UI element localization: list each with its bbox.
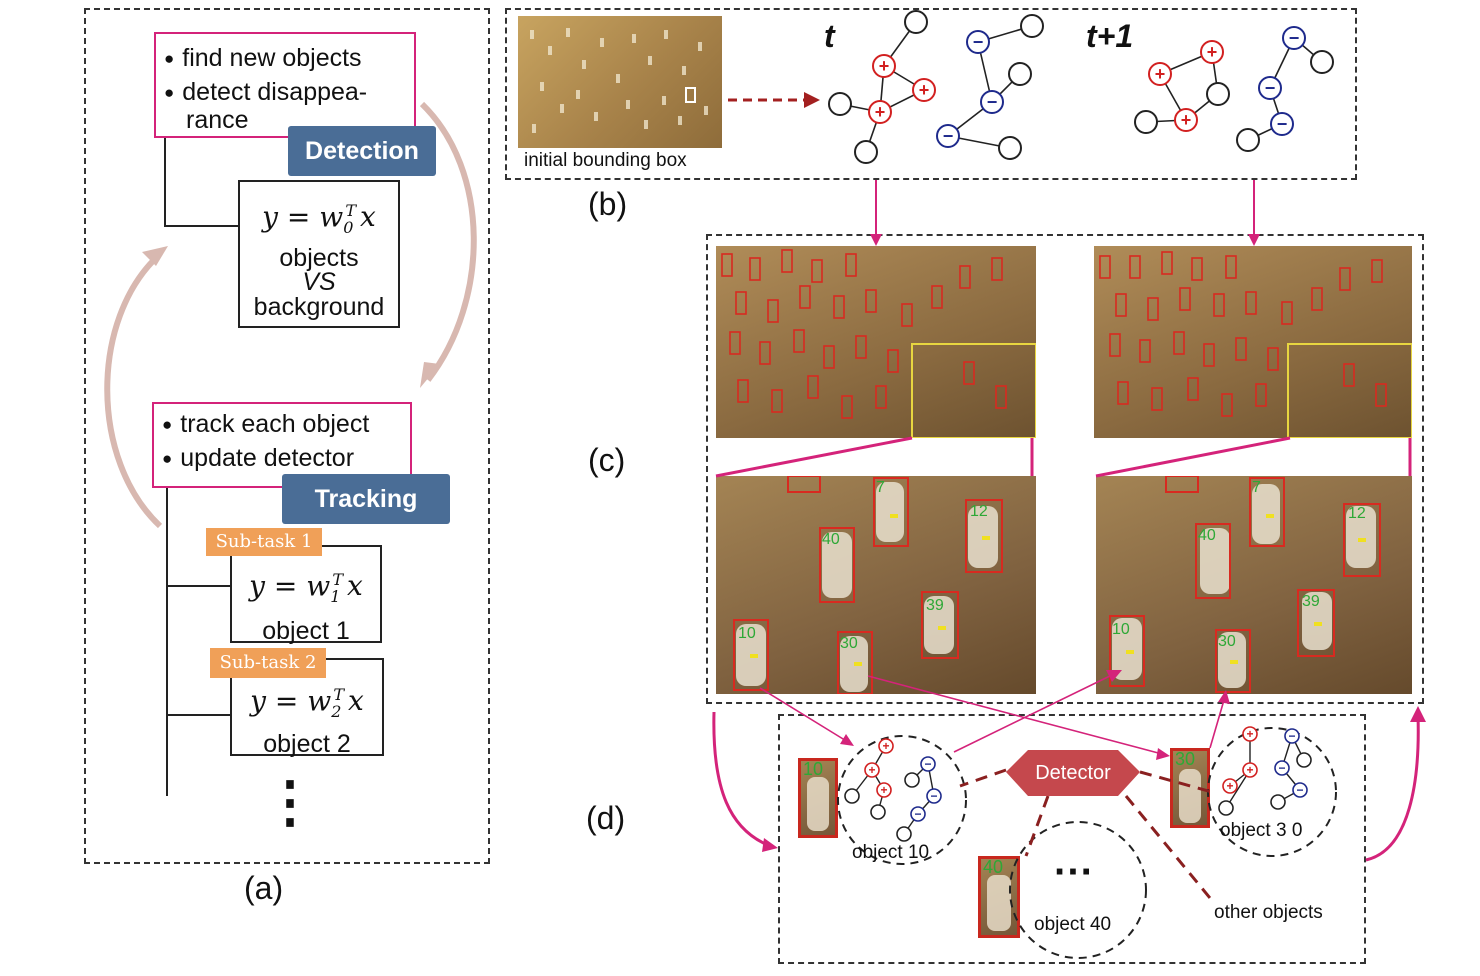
crop-t-zebras: 7 12 40 39 10 30 — [733, 476, 1003, 694]
bullet-find-new-objects: find new objects — [164, 44, 361, 73]
more-objects-ellipsis: ··· — [1054, 850, 1094, 894]
detector-desc-background: background — [253, 292, 385, 321]
detector-desc-objects: objects — [279, 243, 359, 272]
frame-t-overview — [716, 246, 1036, 438]
svg-text:+: + — [882, 739, 889, 753]
svg-text:−: − — [973, 32, 984, 52]
crop-t1-id-7: 7 — [1252, 479, 1261, 496]
crop-t1-id-40: 40 — [1198, 527, 1216, 544]
svg-text:−: − — [1278, 761, 1285, 775]
tracking-label: Tracking — [282, 474, 450, 524]
zebra-thumb-40-id: 40 — [983, 857, 1004, 877]
detection-bullet-box: find new objects detect disappea- rance — [154, 32, 416, 138]
crop-t1-ids: 7 12 40 39 10 30 — [1112, 479, 1366, 650]
zebra-thumb-30-id: 30 — [1175, 749, 1196, 769]
svg-text:−: − — [987, 92, 998, 112]
init-arrow — [728, 92, 820, 108]
svg-text:−: − — [943, 126, 954, 146]
frame-t-boxes — [721, 249, 1036, 438]
svg-text:+: + — [919, 80, 930, 100]
svg-text:+: + — [880, 783, 887, 797]
crop-t1-id-10: 10 — [1112, 621, 1130, 638]
subtask-1-equation: y = w1T x — [249, 569, 363, 606]
crop-t-ids: 7 12 40 39 10 30 — [738, 479, 988, 652]
panel-b-caption: (b) — [588, 186, 628, 222]
bullet-update-detector: update detector — [162, 444, 354, 473]
frame-t1-overview — [1094, 246, 1412, 438]
crop-t: 7 12 40 39 10 30 — [716, 476, 1036, 694]
detection-label: Detection — [288, 126, 436, 176]
bullet-detect-disappearance-cont: rance — [186, 106, 249, 134]
zebra-thumb-10-id: 10 — [803, 759, 824, 779]
svg-text:−: − — [924, 757, 931, 771]
time-t-label: t — [824, 18, 835, 54]
crop-t-id-40: 40 — [822, 531, 840, 548]
panel-a-caption: (a) — [244, 870, 284, 906]
detector-equation: y = w0T x — [262, 200, 376, 237]
svg-text:−: − — [1277, 114, 1288, 134]
crop-t1: 7 12 40 39 10 30 — [1096, 476, 1412, 694]
zebra-thumb-30: 30 — [1170, 748, 1210, 828]
svg-text:+: + — [879, 56, 890, 76]
svg-text:−: − — [1289, 28, 1300, 48]
crop-t-id-30: 30 — [840, 635, 858, 652]
panel-d-caption: (d) — [586, 800, 626, 836]
frame-t1-boxes — [1099, 251, 1412, 438]
initial-bounding-box-caption: initial bounding box — [524, 150, 687, 171]
panel-b-frame — [505, 8, 1357, 180]
subtask-1-block: y = w1T x object 1 — [230, 545, 382, 645]
crop-t1-id-39: 39 — [1302, 593, 1320, 610]
detector-label: Detector — [1035, 762, 1111, 784]
svg-text:+: + — [868, 763, 875, 777]
object-30-label: object 3 0 — [1220, 820, 1303, 841]
bullet-track-each-object: track each object — [162, 410, 369, 439]
panel-a-frame — [84, 8, 490, 864]
panel-c-caption: (c) — [588, 442, 626, 478]
zebra-thumb-10: 10 — [798, 758, 838, 838]
detector-desc-vs: VS — [302, 267, 336, 296]
graph-structures: +++ −−− +++ −−− — [828, 10, 1334, 164]
crop-t-id-12: 12 — [970, 503, 988, 520]
svg-text:+: + — [1155, 64, 1166, 84]
svg-text:−: − — [1265, 78, 1276, 98]
svg-text:+: + — [1246, 763, 1253, 777]
global-detector-block: y = w0T x objects VS background — [238, 180, 400, 328]
svg-text:+: + — [1207, 42, 1218, 62]
svg-text:−: − — [1288, 729, 1295, 743]
svg-text:+: + — [1246, 727, 1253, 741]
crop-t-id-10: 10 — [738, 625, 756, 642]
zebra-thumb-40: 40 — [978, 856, 1020, 938]
panel-c-frame — [706, 234, 1424, 704]
object-40-label: object 40 — [1034, 914, 1112, 935]
crop-t1-zebras: 7 12 40 39 10 30 — [1109, 476, 1381, 693]
subtask-2-tag: Sub-task 2 — [210, 648, 326, 678]
zebra-herd-texture — [530, 28, 708, 133]
svg-text:−: − — [930, 789, 937, 803]
panel-d-frame — [778, 714, 1366, 964]
svg-text:−: − — [1296, 783, 1303, 797]
crop-t1-id-30: 30 — [1218, 633, 1236, 650]
crop-t1-id-12: 12 — [1348, 505, 1366, 522]
time-t1-label: t+1 — [1086, 18, 1134, 54]
subtask-1-object: object 1 — [262, 616, 350, 645]
svg-text:−: − — [914, 807, 921, 821]
svg-text:+: + — [1226, 779, 1233, 793]
other-objects-label: other objects — [1214, 902, 1323, 923]
subtask-2-object: object 2 — [263, 729, 351, 758]
tracking-bullet-box: track each object update detector — [152, 402, 412, 488]
subtask-2-equation: y = w2T x — [250, 684, 364, 721]
crop-t-id-39: 39 — [926, 597, 944, 614]
bullet-detect-disappearance: detect disappea- — [164, 78, 367, 107]
object-10-label: object 10 — [852, 842, 930, 863]
crop-t-id-7: 7 — [876, 479, 885, 496]
panel-a-connectors — [104, 101, 477, 796]
svg-text:+: + — [1181, 110, 1192, 130]
more-subtasks-ellipsis: ⋮ — [262, 770, 318, 833]
svg-text:+: + — [875, 102, 886, 122]
initial-frame-image — [518, 16, 722, 148]
subtask-1-tag: Sub-task 1 — [206, 528, 322, 556]
